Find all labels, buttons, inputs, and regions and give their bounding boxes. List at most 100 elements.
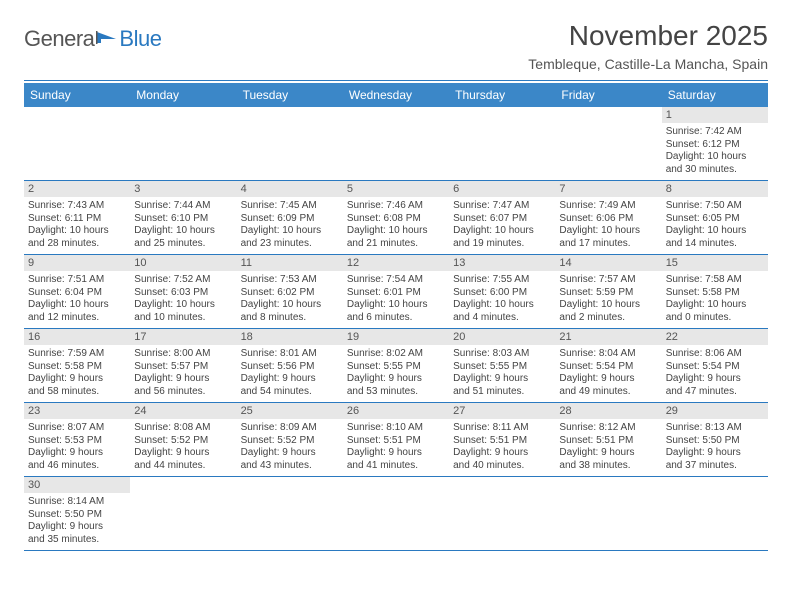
daylight-line-2: and 37 minutes. [666, 460, 764, 473]
day-number: 22 [662, 329, 768, 345]
daylight-line-1: Daylight: 10 hours [134, 225, 232, 238]
day-details: Sunrise: 8:01 AMSunset: 5:56 PMDaylight:… [237, 345, 343, 402]
daylight-line-1: Daylight: 9 hours [559, 373, 657, 386]
day-details: Sunrise: 8:04 AMSunset: 5:54 PMDaylight:… [555, 345, 661, 402]
day-number: 9 [24, 255, 130, 271]
sunset-line: Sunset: 5:52 PM [241, 435, 339, 448]
flag-icon [96, 29, 118, 50]
sunset-line: Sunset: 5:51 PM [347, 435, 445, 448]
sunset-line: Sunset: 6:00 PM [453, 287, 551, 300]
day-number: 25 [237, 403, 343, 419]
sunset-line: Sunset: 5:55 PM [347, 361, 445, 374]
calendar-week-row: 2Sunrise: 7:43 AMSunset: 6:11 PMDaylight… [24, 181, 768, 255]
title-block: November 2025 Tembleque, Castille-La Man… [528, 20, 768, 72]
sunrise-line: Sunrise: 8:12 AM [559, 422, 657, 435]
sunset-line: Sunset: 6:12 PM [666, 139, 764, 152]
daylight-line-2: and 0 minutes. [666, 312, 764, 325]
day-details: Sunrise: 8:13 AMSunset: 5:50 PMDaylight:… [662, 419, 768, 476]
day-number: 5 [343, 181, 449, 197]
calendar-day-cell: 30Sunrise: 8:14 AMSunset: 5:50 PMDayligh… [24, 477, 130, 551]
calendar-day-cell: 4Sunrise: 7:45 AMSunset: 6:09 PMDaylight… [237, 181, 343, 255]
sunset-line: Sunset: 6:09 PM [241, 213, 339, 226]
daylight-line-2: and 6 minutes. [347, 312, 445, 325]
day-number: 24 [130, 403, 236, 419]
calendar-day-cell: 25Sunrise: 8:09 AMSunset: 5:52 PMDayligh… [237, 403, 343, 477]
daylight-line-1: Daylight: 9 hours [28, 373, 126, 386]
location-subtitle: Tembleque, Castille-La Mancha, Spain [528, 56, 768, 72]
calendar-table: Sunday Monday Tuesday Wednesday Thursday… [24, 83, 768, 551]
daylight-line-2: and 8 minutes. [241, 312, 339, 325]
day-number: 14 [555, 255, 661, 271]
calendar-day-cell [555, 107, 661, 181]
sunset-line: Sunset: 6:06 PM [559, 213, 657, 226]
day-details: Sunrise: 7:47 AMSunset: 6:07 PMDaylight:… [449, 197, 555, 254]
calendar-day-cell: 5Sunrise: 7:46 AMSunset: 6:08 PMDaylight… [343, 181, 449, 255]
daylight-line-1: Daylight: 10 hours [453, 225, 551, 238]
day-details: Sunrise: 8:03 AMSunset: 5:55 PMDaylight:… [449, 345, 555, 402]
calendar-day-cell [237, 477, 343, 551]
sunrise-line: Sunrise: 7:45 AM [241, 200, 339, 213]
day-details: Sunrise: 7:59 AMSunset: 5:58 PMDaylight:… [24, 345, 130, 402]
calendar-week-row: 1Sunrise: 7:42 AMSunset: 6:12 PMDaylight… [24, 107, 768, 181]
calendar-day-cell [449, 477, 555, 551]
daylight-line-2: and 51 minutes. [453, 386, 551, 399]
calendar-day-cell: 27Sunrise: 8:11 AMSunset: 5:51 PMDayligh… [449, 403, 555, 477]
calendar-day-cell: 12Sunrise: 7:54 AMSunset: 6:01 PMDayligh… [343, 255, 449, 329]
sunrise-line: Sunrise: 8:09 AM [241, 422, 339, 435]
daylight-line-1: Daylight: 10 hours [28, 225, 126, 238]
day-details: Sunrise: 7:54 AMSunset: 6:01 PMDaylight:… [343, 271, 449, 328]
daylight-line-2: and 56 minutes. [134, 386, 232, 399]
calendar-day-cell: 8Sunrise: 7:50 AMSunset: 6:05 PMDaylight… [662, 181, 768, 255]
calendar-day-cell: 6Sunrise: 7:47 AMSunset: 6:07 PMDaylight… [449, 181, 555, 255]
day-details: Sunrise: 8:09 AMSunset: 5:52 PMDaylight:… [237, 419, 343, 476]
sunrise-line: Sunrise: 7:50 AM [666, 200, 764, 213]
daylight-line-2: and 25 minutes. [134, 238, 232, 251]
calendar-week-row: 9Sunrise: 7:51 AMSunset: 6:04 PMDaylight… [24, 255, 768, 329]
day-details: Sunrise: 8:08 AMSunset: 5:52 PMDaylight:… [130, 419, 236, 476]
sunset-line: Sunset: 5:50 PM [666, 435, 764, 448]
daylight-line-2: and 40 minutes. [453, 460, 551, 473]
day-number: 20 [449, 329, 555, 345]
calendar-day-cell [555, 477, 661, 551]
calendar-day-cell: 26Sunrise: 8:10 AMSunset: 5:51 PMDayligh… [343, 403, 449, 477]
daylight-line-2: and 12 minutes. [28, 312, 126, 325]
day-number: 13 [449, 255, 555, 271]
daylight-line-1: Daylight: 9 hours [453, 447, 551, 460]
sunset-line: Sunset: 6:10 PM [134, 213, 232, 226]
daylight-line-1: Daylight: 9 hours [134, 447, 232, 460]
sunrise-line: Sunrise: 7:46 AM [347, 200, 445, 213]
calendar-week-row: 23Sunrise: 8:07 AMSunset: 5:53 PMDayligh… [24, 403, 768, 477]
daylight-line-2: and 58 minutes. [28, 386, 126, 399]
day-number: 1 [662, 107, 768, 123]
calendar-day-cell: 15Sunrise: 7:58 AMSunset: 5:58 PMDayligh… [662, 255, 768, 329]
daylight-line-2: and 19 minutes. [453, 238, 551, 251]
calendar-day-cell: 1Sunrise: 7:42 AMSunset: 6:12 PMDaylight… [662, 107, 768, 181]
sunset-line: Sunset: 6:04 PM [28, 287, 126, 300]
daylight-line-2: and 28 minutes. [28, 238, 126, 251]
sunset-line: Sunset: 5:59 PM [559, 287, 657, 300]
day-number: 16 [24, 329, 130, 345]
calendar-week-row: 16Sunrise: 7:59 AMSunset: 5:58 PMDayligh… [24, 329, 768, 403]
sunrise-line: Sunrise: 8:13 AM [666, 422, 764, 435]
daylight-line-2: and 47 minutes. [666, 386, 764, 399]
day-number: 18 [237, 329, 343, 345]
logo: Genera Blue [24, 26, 161, 52]
sunrise-line: Sunrise: 7:53 AM [241, 274, 339, 287]
col-sunday: Sunday [24, 83, 130, 107]
daylight-line-1: Daylight: 9 hours [559, 447, 657, 460]
sunrise-line: Sunrise: 8:10 AM [347, 422, 445, 435]
calendar-day-cell: 13Sunrise: 7:55 AMSunset: 6:00 PMDayligh… [449, 255, 555, 329]
sunset-line: Sunset: 6:08 PM [347, 213, 445, 226]
day-number: 30 [24, 477, 130, 493]
day-number: 15 [662, 255, 768, 271]
daylight-line-1: Daylight: 10 hours [347, 299, 445, 312]
calendar-day-cell [343, 477, 449, 551]
day-number: 8 [662, 181, 768, 197]
day-details: Sunrise: 8:07 AMSunset: 5:53 PMDaylight:… [24, 419, 130, 476]
daylight-line-1: Daylight: 9 hours [666, 447, 764, 460]
calendar-day-cell: 29Sunrise: 8:13 AMSunset: 5:50 PMDayligh… [662, 403, 768, 477]
calendar-day-cell: 18Sunrise: 8:01 AMSunset: 5:56 PMDayligh… [237, 329, 343, 403]
daylight-line-2: and 21 minutes. [347, 238, 445, 251]
daylight-line-2: and 44 minutes. [134, 460, 232, 473]
sunset-line: Sunset: 6:02 PM [241, 287, 339, 300]
